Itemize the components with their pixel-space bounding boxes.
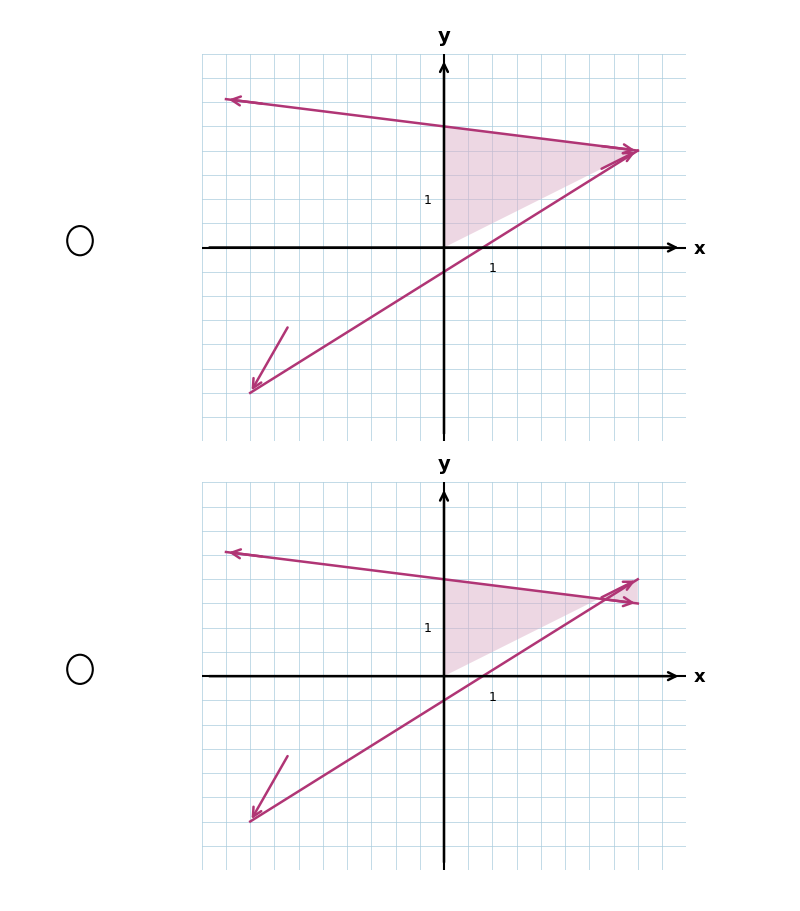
Text: y: y <box>438 455 450 474</box>
Text: 1: 1 <box>424 621 432 635</box>
Text: 1: 1 <box>489 690 496 703</box>
Polygon shape <box>444 128 638 248</box>
Text: 1: 1 <box>489 261 496 275</box>
Polygon shape <box>444 579 638 676</box>
Text: x: x <box>694 240 705 257</box>
Text: x: x <box>694 668 705 685</box>
Text: 1: 1 <box>424 193 432 207</box>
Text: y: y <box>438 26 450 46</box>
